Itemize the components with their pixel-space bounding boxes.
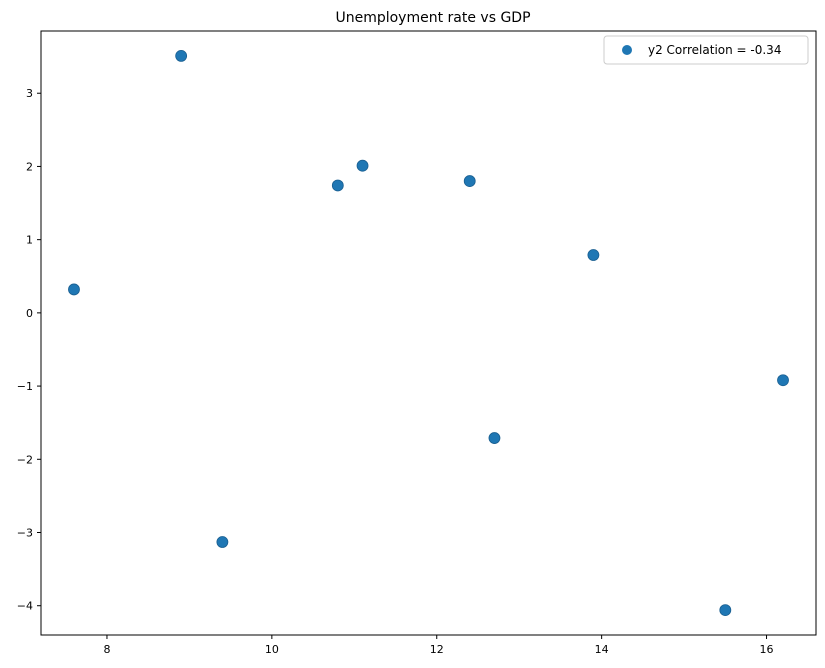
data-point <box>68 283 80 296</box>
y-tick-label: 0 <box>26 307 33 320</box>
data-point <box>331 179 344 192</box>
data-point <box>719 604 732 617</box>
chart-title: Unemployment rate vs GDP <box>335 10 530 26</box>
x-tick-label: 10 <box>265 643 279 656</box>
y-tick-label: −4 <box>17 600 33 613</box>
data-point <box>356 159 369 172</box>
y-tick-label: 1 <box>26 234 33 247</box>
y-tick-label: −2 <box>17 453 33 466</box>
legend: y2 Correlation = -0.34 <box>603 35 809 65</box>
plot-frame <box>40 30 817 636</box>
x-tick-label: 12 <box>430 643 444 656</box>
x-tick-label: 14 <box>595 643 609 656</box>
y-tick-label: 3 <box>26 87 33 100</box>
data-point <box>216 536 229 548</box>
data-points <box>68 49 789 617</box>
y-tick-label: −3 <box>17 527 33 540</box>
y-tick-label: 2 <box>26 160 33 173</box>
data-point <box>777 374 789 387</box>
x-tick-label: 16 <box>760 643 774 656</box>
data-point <box>488 432 501 444</box>
data-point <box>463 175 476 187</box>
y-tick-label: −1 <box>17 380 33 393</box>
legend-marker <box>622 45 632 55</box>
legend-box <box>603 35 809 65</box>
x-tick-label: 8 <box>103 643 110 656</box>
data-point <box>587 249 600 261</box>
legend-label: y2 Correlation = -0.34 <box>648 43 781 57</box>
data-point <box>175 49 188 62</box>
